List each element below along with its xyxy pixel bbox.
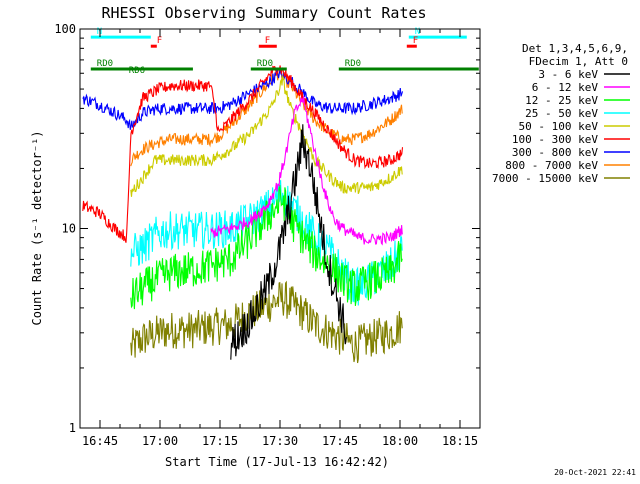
x-tick-label-0: 16:45 (82, 434, 118, 448)
legend-label-7: 800 - 7000 keV (505, 159, 598, 172)
legend-label-8: 7000 - 15000 keV (492, 172, 598, 185)
series-line-5 (82, 65, 404, 243)
series-line-1 (210, 95, 403, 246)
data-layer (82, 65, 404, 364)
series-line-4 (130, 74, 403, 197)
x-tick-label-6: 18:15 (442, 434, 478, 448)
axes-layer: 16:45 17:00 17:15 17:30 17:45 18:00 18:15 1 10 10… (54, 22, 481, 448)
legend-header-0: Det 1,3,4,5,6,9, (522, 42, 628, 55)
flag-label-3: RD0 (345, 59, 361, 69)
legend-header-1: FDecim 1, Att 0 (529, 55, 628, 68)
flag-label-1: RD6 (129, 66, 145, 76)
legend-label-4: 50 - 100 keV (519, 120, 599, 133)
legend-label-1: 6 - 12 keV (532, 81, 599, 94)
legend-label-5: 100 - 300 keV (512, 133, 598, 146)
series-line-7 (130, 66, 403, 167)
series-line-0 (230, 124, 348, 360)
y-tick-label-1: 10 (62, 222, 76, 236)
y-tick-label-2: 100 (54, 22, 76, 36)
flag-label-8: F (413, 36, 418, 46)
footer-date: 20-Oct-2021 22:41 (554, 468, 636, 477)
x-tick-label-5: 18:00 (382, 434, 418, 448)
y-axis-label: Count Rate (s⁻¹ detector⁻¹) (30, 130, 44, 325)
x-axis-label: Start Time (17-Jul-13 16:42:42) (165, 455, 389, 469)
x-tick-label-1: 17:00 (142, 434, 178, 448)
flag-label-7: F (265, 36, 270, 46)
x-tick-label-2: 17:15 (202, 434, 238, 448)
legend-label-6: 300 - 800 keV (512, 146, 598, 159)
series-line-8 (130, 280, 403, 364)
x-tick-label-4: 17:45 (322, 434, 358, 448)
x-tick-label-3: 17:30 (262, 434, 298, 448)
series-line-2 (130, 184, 403, 310)
series-line-6 (82, 69, 404, 130)
flag-label-2: RD0 (257, 59, 273, 69)
flag-label-5: N (415, 27, 420, 37)
legend-label-2: 12 - 25 keV (525, 94, 598, 107)
legend-label-0: 3 - 6 keV (538, 68, 598, 81)
legend-label-3: 25 - 50 keV (525, 107, 598, 120)
flag-label-6: F (157, 36, 162, 46)
y-tick-label-0: 1 (69, 421, 76, 435)
flag-label-0: RD0 (97, 59, 113, 69)
legend: Det 1,3,4,5,6,9,FDecim 1, Att 03 - 6 keV… (492, 42, 630, 185)
flag-layer: RD0RD6RD0RD0NNFFF (90, 27, 479, 76)
chart-title: RHESSI Observing Summary Count Rates (101, 4, 426, 22)
